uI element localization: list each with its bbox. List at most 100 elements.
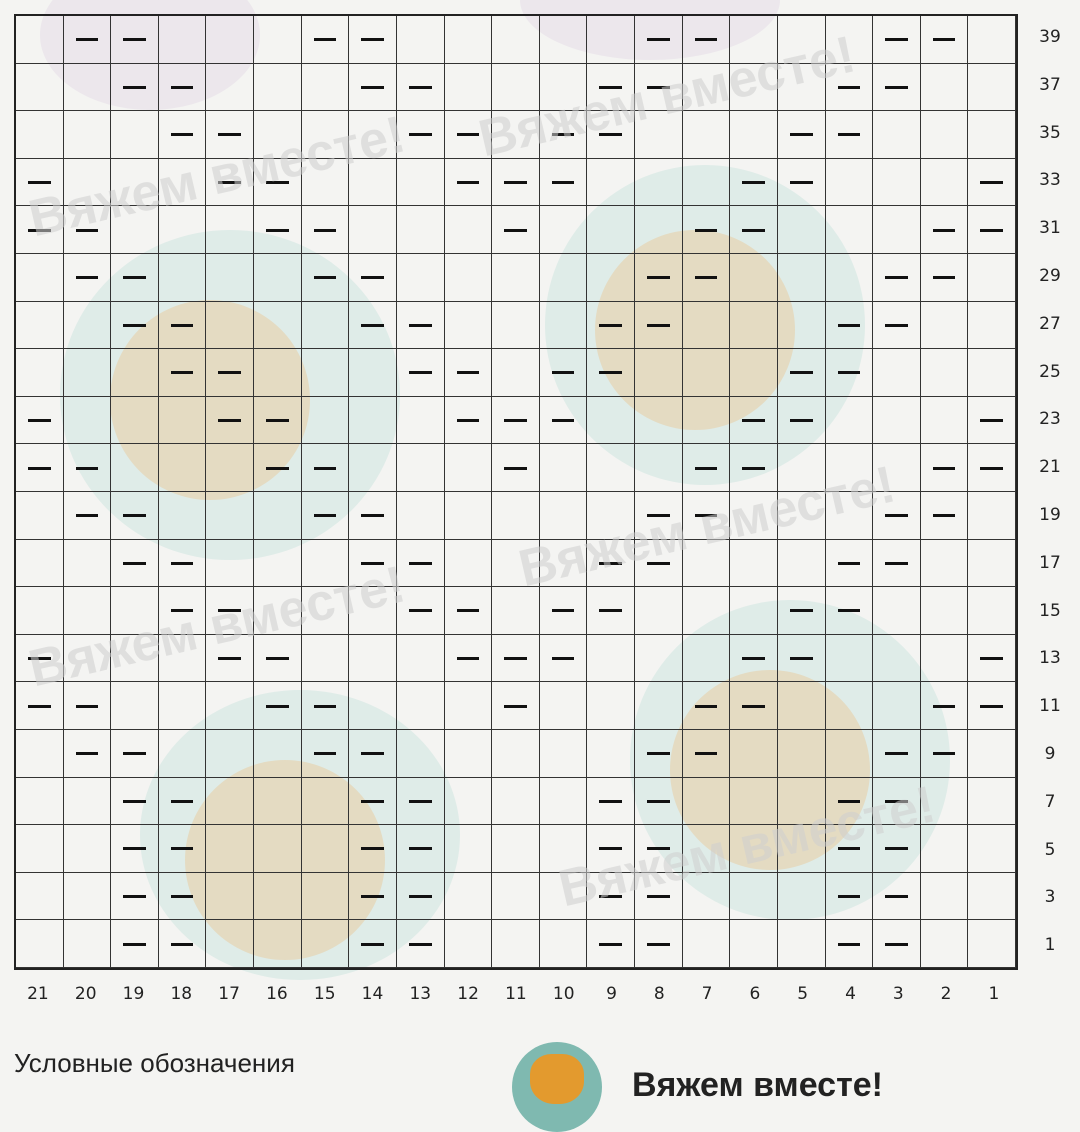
column-number: 19 (122, 984, 145, 1004)
purl-symbol (551, 419, 575, 423)
chart-cell (349, 492, 397, 540)
chart-cell (873, 111, 921, 159)
chart-cell (873, 206, 921, 254)
chart-cell (16, 539, 64, 588)
chart-cell (920, 730, 969, 778)
purl-symbol (28, 466, 51, 470)
purl-symbol (408, 942, 432, 946)
row-number: 13 (1039, 648, 1061, 669)
chart-cell (111, 111, 159, 159)
purl-symbol (75, 514, 99, 518)
chart-cell (873, 825, 921, 873)
purl-symbol (408, 609, 432, 613)
chart-cell (111, 587, 159, 635)
chart-cell (539, 444, 588, 492)
chart-cell (111, 492, 159, 540)
purl-symbol (599, 799, 623, 803)
chart-cell (158, 682, 207, 730)
purl-symbol (599, 371, 623, 375)
chart-cell (682, 682, 731, 730)
chart-cell (111, 301, 159, 350)
chart-cell (206, 16, 255, 64)
chart-cell (158, 920, 207, 968)
chart-cell (730, 16, 778, 64)
chart-cell (777, 730, 826, 778)
purl-symbol (456, 133, 480, 137)
chart-cell (635, 206, 683, 254)
chart-cell (254, 634, 302, 683)
chart-cell (730, 111, 778, 159)
chart-cell (254, 349, 302, 397)
chart-cell (396, 682, 445, 730)
knitting-chart-grid (14, 14, 1018, 970)
chart-cell (968, 920, 1016, 968)
chart-cell (873, 396, 921, 445)
chart-cell (730, 777, 778, 826)
purl-symbol (361, 323, 384, 327)
chart-cell (111, 349, 159, 397)
background-cat-picture (545, 165, 865, 485)
chart-cell (111, 206, 159, 254)
purl-symbol (694, 38, 718, 42)
chart-cell (206, 63, 255, 112)
chart-cell (158, 254, 207, 302)
row-number: 15 (1039, 600, 1061, 621)
purl-symbol (456, 419, 480, 423)
purl-symbol (75, 38, 99, 42)
chart-cell (777, 63, 826, 112)
chart-cell (158, 825, 207, 873)
chart-cell (63, 920, 112, 968)
chart-cell (63, 872, 112, 921)
purl-symbol (885, 752, 908, 756)
purl-symbol (361, 847, 384, 851)
chart-cell (349, 539, 397, 588)
column-number: 4 (845, 984, 856, 1004)
chart-cell (63, 301, 112, 350)
chart-cell (587, 682, 636, 730)
chart-cell (587, 16, 636, 64)
chart-cell (539, 634, 588, 683)
chart-cell (777, 206, 826, 254)
purl-symbol (123, 276, 146, 280)
purl-symbol (885, 323, 908, 327)
chart-cell (349, 872, 397, 921)
purl-symbol (599, 561, 623, 565)
chart-cell (873, 444, 921, 492)
chart-cell (158, 587, 207, 635)
purl-symbol (266, 657, 289, 661)
purl-symbol (123, 799, 146, 803)
chart-cell (777, 349, 826, 397)
chart-cell (873, 587, 921, 635)
chart-cell (206, 539, 255, 588)
column-number: 16 (266, 984, 288, 1004)
purl-symbol (361, 561, 384, 565)
purl-symbol (599, 133, 623, 137)
chart-cell (158, 777, 207, 826)
chart-cell (111, 634, 159, 683)
background-cat-body (185, 760, 385, 960)
purl-symbol (28, 704, 51, 708)
chart-cell (349, 825, 397, 873)
purl-symbol (123, 561, 146, 565)
purl-symbol (170, 85, 194, 89)
chart-cell (635, 396, 683, 445)
chart-cell (206, 492, 255, 540)
chart-cell (16, 16, 64, 64)
chart-cell (63, 730, 112, 778)
chart-cell (539, 872, 588, 921)
chart-cell (158, 16, 207, 64)
chart-cell (873, 682, 921, 730)
purl-symbol (123, 38, 146, 42)
chart-cell (254, 254, 302, 302)
chart-cell (635, 63, 683, 112)
chart-cell (206, 158, 255, 207)
chart-cell (444, 920, 493, 968)
purl-symbol (551, 181, 575, 185)
chart-cell (396, 254, 445, 302)
chart-cell (968, 16, 1016, 64)
chart-cell (63, 63, 112, 112)
chart-cell (396, 492, 445, 540)
purl-symbol (647, 847, 670, 851)
chart-cell (777, 254, 826, 302)
purl-symbol (789, 609, 813, 613)
